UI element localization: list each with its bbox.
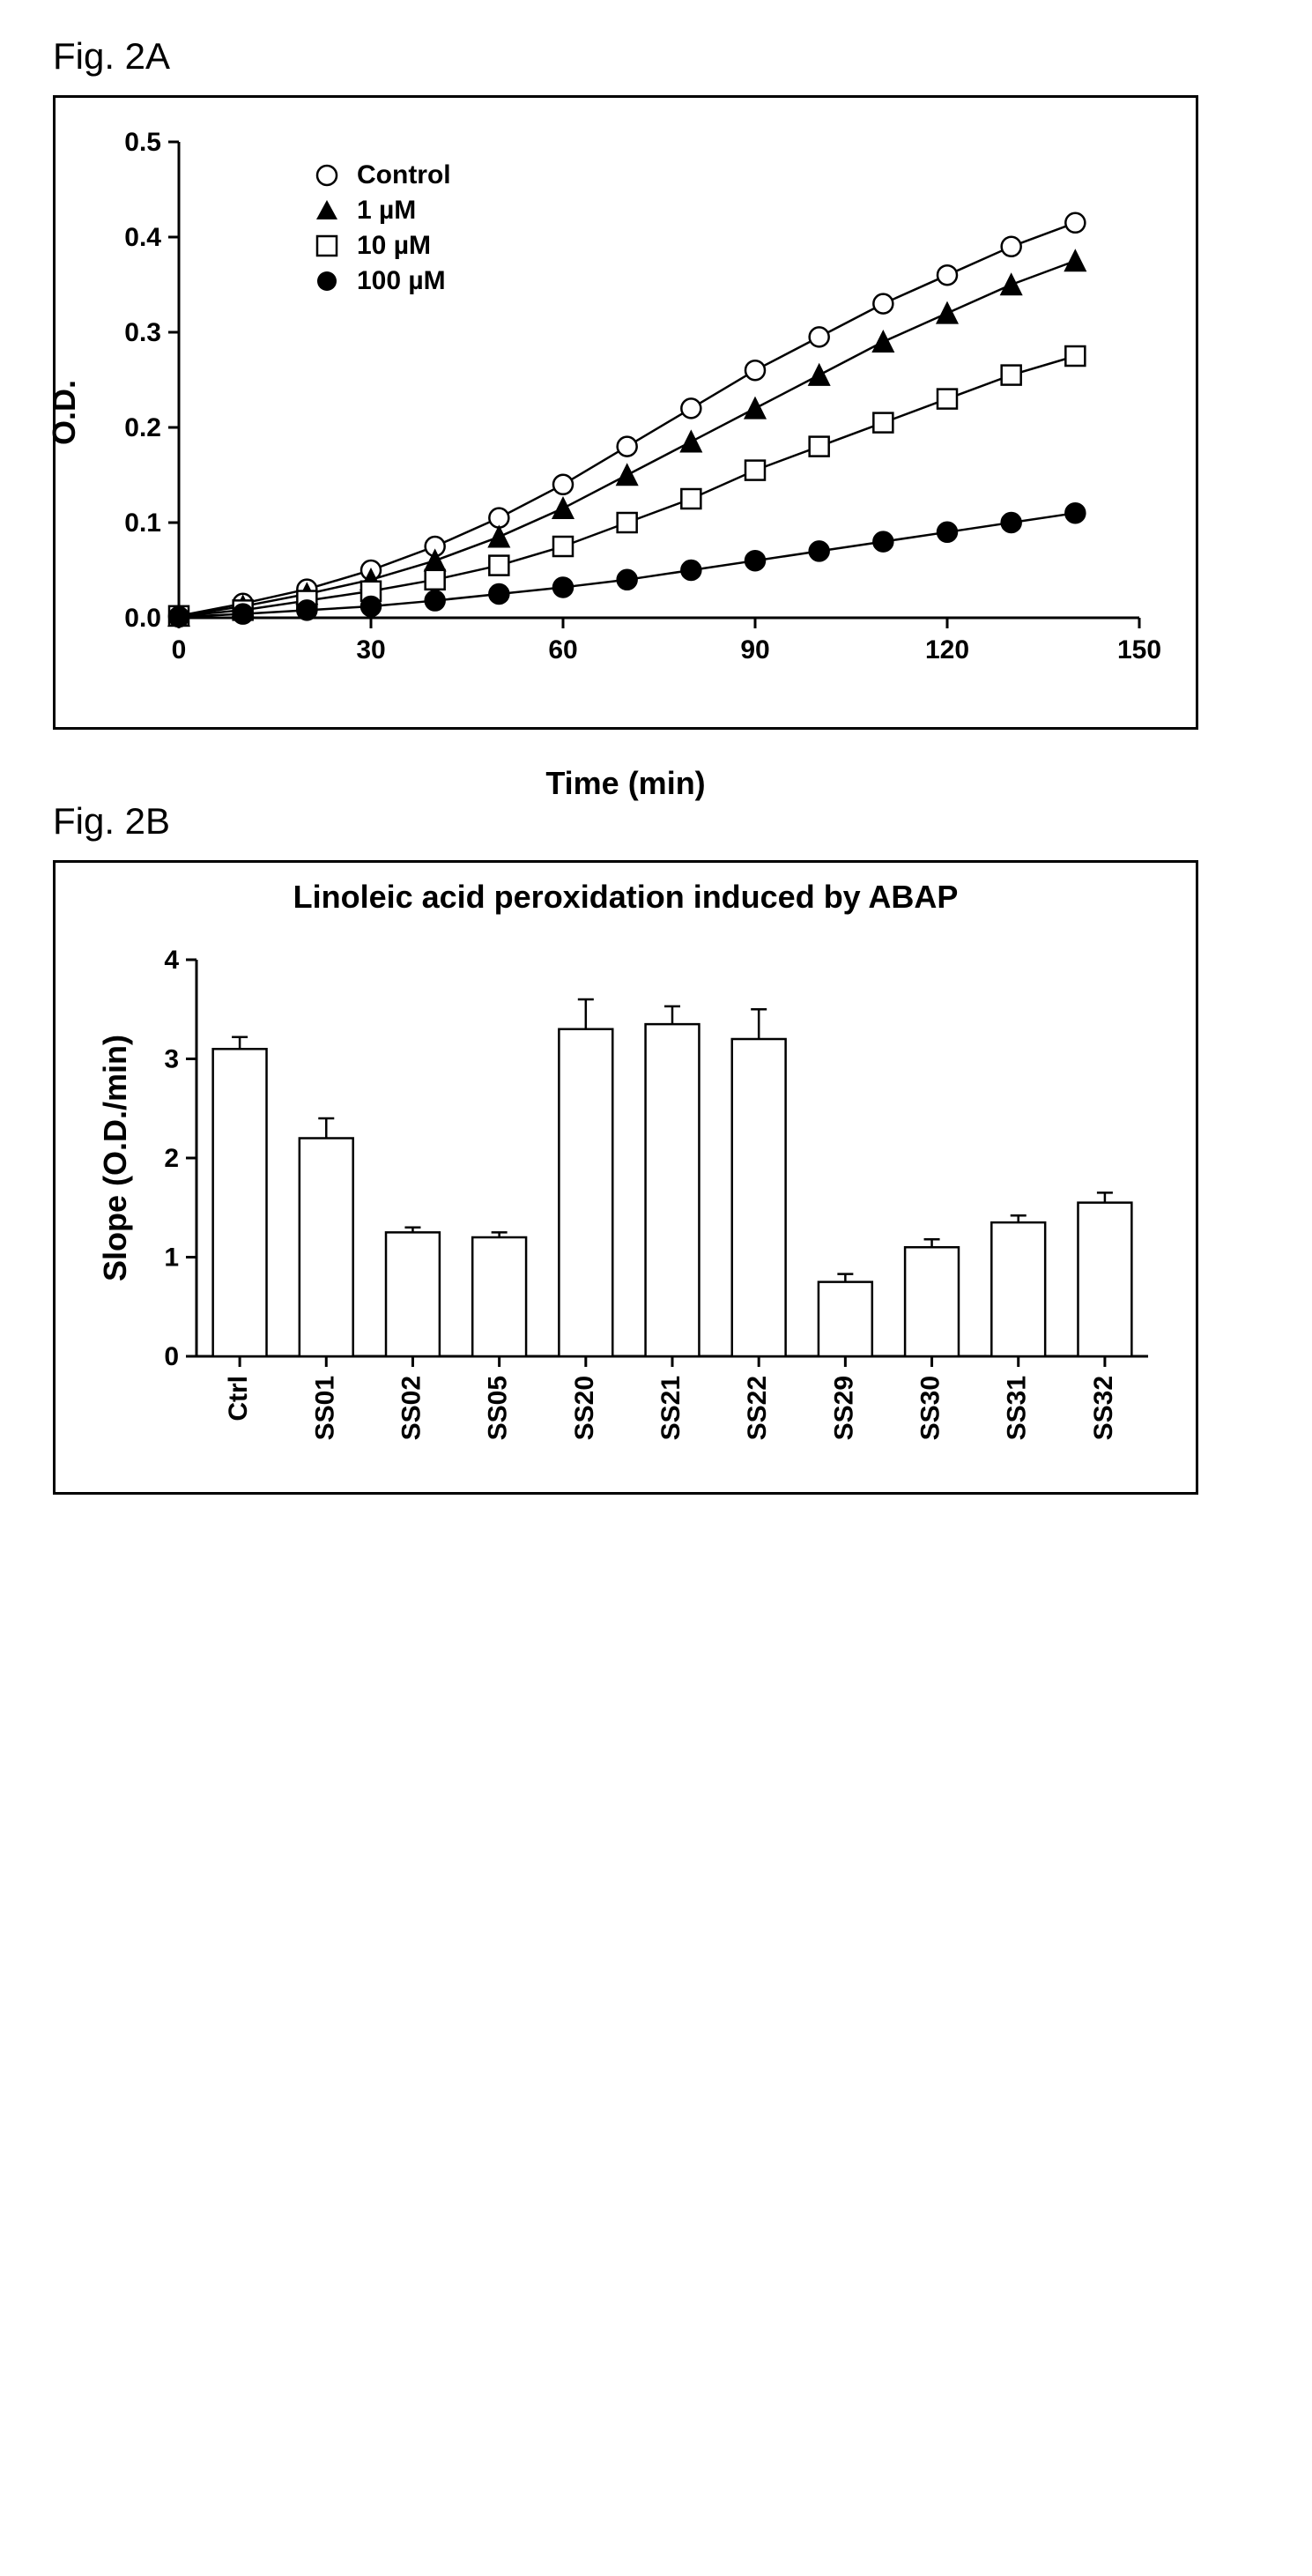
svg-text:120: 120: [925, 635, 969, 664]
bar-chart: 0 1 2 3 4 Slope (O.D./min) Ctrl SS01 SS02 SS05 SS2…: [82, 889, 1169, 1466]
legend-marker-100um: [311, 265, 343, 297]
legend-label: 1 µM: [357, 196, 416, 226]
svg-text:60: 60: [548, 635, 577, 664]
line-chart-svg: 0 30 60 90 120 150 0.0 0.1 0.2 0.3 0.4 0.5: [82, 124, 1175, 706]
svg-text:30: 30: [356, 635, 385, 664]
panel-b: Fig. 2B Linoleic acid peroxidation induc…: [53, 800, 1259, 1495]
svg-text:0.3: 0.3: [124, 318, 161, 347]
svg-text:1: 1: [164, 1243, 179, 1273]
svg-text:0.5: 0.5: [124, 128, 161, 157]
panel-a-legend: Control 1 µM 10 µM: [311, 160, 451, 301]
panel-a-chart-box: 03060901201500.00.10.20.30.40.5 O.D. Con…: [53, 95, 1198, 730]
panel-a-ylabel: O.D.: [46, 380, 83, 445]
panel-b-chart-box: Linoleic acid peroxidation induced by AB…: [53, 860, 1198, 1495]
svg-text:Ctrl: Ctrl: [224, 1376, 253, 1422]
svg-text:0.1: 0.1: [124, 509, 161, 538]
legend-marker-1um: [311, 195, 343, 226]
legend-label: 100 µM: [357, 266, 446, 296]
svg-text:SS20: SS20: [570, 1376, 599, 1440]
svg-text:SS31: SS31: [1003, 1376, 1032, 1440]
panel-a: Fig. 2A 03060901201500.00.10.20.30.40.5 …: [53, 35, 1259, 730]
svg-text:SS21: SS21: [656, 1376, 686, 1440]
legend-row: 100 µM: [311, 265, 451, 297]
svg-text:0.4: 0.4: [124, 223, 161, 252]
svg-text:150: 150: [1117, 635, 1161, 664]
legend-label: 10 µM: [357, 231, 431, 261]
panel-b-label: Fig. 2B: [53, 800, 1259, 843]
svg-text:SS05: SS05: [484, 1376, 513, 1440]
svg-text:3: 3: [164, 1045, 179, 1074]
svg-text:SS29: SS29: [829, 1376, 858, 1440]
legend-marker-10um: [311, 230, 343, 262]
legend-row: 1 µM: [311, 195, 451, 226]
bar-chart-svg: 0 1 2 3 4 Slope (O.D./min) Ctrl SS01 SS02 SS05 SS2…: [82, 889, 1175, 1471]
svg-text:0.0: 0.0: [124, 604, 161, 633]
panel-a-label: Fig. 2A: [53, 35, 1259, 78]
svg-text:4: 4: [164, 946, 179, 975]
legend-row: Control: [311, 160, 451, 191]
svg-text:SS01: SS01: [310, 1376, 339, 1440]
svg-text:SS22: SS22: [743, 1376, 772, 1440]
svg-text:SS32: SS32: [1089, 1376, 1118, 1440]
svg-text:Slope (O.D./min): Slope (O.D./min): [97, 1035, 133, 1281]
svg-text:0.2: 0.2: [124, 413, 161, 442]
legend-label: Control: [357, 160, 451, 190]
legend-marker-control: [311, 160, 343, 191]
svg-text:SS02: SS02: [397, 1376, 426, 1440]
svg-text:90: 90: [740, 635, 769, 664]
svg-text:SS30: SS30: [916, 1376, 945, 1440]
svg-text:0: 0: [164, 1342, 179, 1371]
line-chart: 03060901201500.00.10.20.30.40.5 O.D. Con…: [82, 124, 1169, 701]
svg-text:0: 0: [172, 635, 187, 664]
svg-text:2: 2: [164, 1144, 179, 1173]
panel-a-xlabel: Time (min): [545, 765, 705, 802]
legend-row: 10 µM: [311, 230, 451, 262]
